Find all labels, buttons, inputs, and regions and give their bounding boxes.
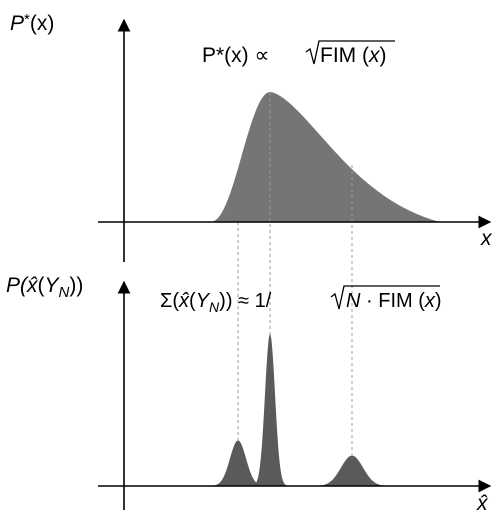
guide-lines bbox=[237, 92, 353, 455]
bottom-sqrt-sign bbox=[330, 285, 440, 310]
top-formula: P*(x) ∝ bbox=[202, 44, 270, 67]
top-density-curve bbox=[210, 92, 440, 222]
bottom-x-label: x̂ bbox=[476, 492, 489, 515]
bottom-y-label: P(x̂(YN)) bbox=[6, 274, 83, 301]
top-x-label: x bbox=[480, 227, 493, 250]
bottom-formula: Σ(x̂(YN)) ≈ 1/ bbox=[160, 290, 272, 315]
bottom-formula-radical-text: N · FIM (x) bbox=[346, 290, 442, 312]
top-sqrt-sign bbox=[305, 40, 395, 65]
peak-center bbox=[250, 334, 290, 486]
top-y-label: P*(x) bbox=[10, 11, 54, 35]
peak-right bbox=[308, 455, 396, 486]
peak-left bbox=[206, 440, 270, 486]
top-formula-radical-text: FIM (x) bbox=[320, 44, 386, 67]
